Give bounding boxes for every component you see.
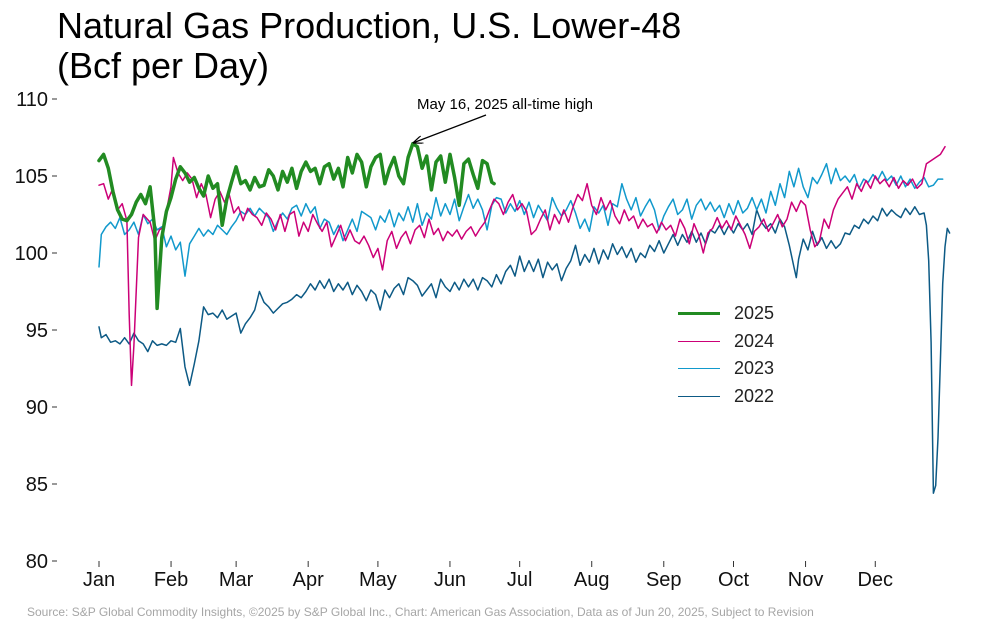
legend-swatch-2025 (678, 312, 720, 316)
series-line-2025 (97, 141, 496, 311)
x-tick-label-may: May (359, 569, 397, 591)
legend-label-2025: 2025 (734, 303, 775, 324)
legend-item-2024: 2024 (678, 328, 774, 356)
y-tick-label-110: 110 (16, 89, 48, 111)
y-tick-label-80: 80 (26, 551, 48, 573)
legend-swatch-2023 (678, 368, 720, 370)
series-line-2024 (98, 145, 946, 387)
x-tick-label-jun: Jun (434, 569, 466, 591)
x-axis: Jan Feb Mar Apr May Jun Jul Aug Sep Oct Nov Dec (83, 561, 893, 591)
legend-label-2022: 2022 (734, 385, 775, 406)
x-tick-label-nov: Nov (788, 569, 824, 591)
x-tick-label-apr: Apr (293, 569, 324, 591)
annotation-label: May 16, 2025 all-time high (417, 96, 593, 113)
chart-title: Natural Gas Production, U.S. Lower-48 (B… (57, 6, 681, 86)
series-layer (97, 141, 951, 494)
x-tick-label-jul: Jul (507, 569, 533, 591)
series-line-2023 (98, 162, 944, 277)
x-tick-label-feb: Feb (154, 569, 188, 591)
y-tick-label-95: 95 (26, 320, 48, 342)
y-tick-label-85: 85 (26, 474, 48, 496)
y-tick-label-105: 105 (15, 166, 48, 188)
x-tick-label-jan: Jan (83, 569, 115, 591)
series-line-2022 (98, 206, 951, 494)
legend: 2025 2024 2023 2022 (678, 300, 774, 410)
x-tick-label-oct: Oct (718, 569, 750, 591)
annotation: May 16, 2025 all-time high (414, 96, 593, 143)
x-tick-label-sep: Sep (646, 569, 682, 591)
legend-label-2024: 2024 (734, 330, 775, 351)
x-tick-label-mar: Mar (219, 569, 254, 591)
chart-title-line-1: Natural Gas Production, U.S. Lower-48 (57, 5, 682, 46)
x-tick-label-aug: Aug (574, 569, 610, 591)
legend-swatch-2024 (678, 340, 720, 342)
legend-swatch-2022 (678, 395, 720, 397)
y-axis: 80 85 90 95 100 105 110 (15, 89, 57, 573)
legend-label-2023: 2023 (734, 358, 775, 379)
y-tick-label-100: 100 (15, 243, 48, 265)
legend-item-2025: 2025 (678, 300, 774, 328)
x-tick-label-dec: Dec (857, 569, 893, 591)
legend-item-2022: 2022 (678, 383, 774, 411)
y-tick-label-90: 90 (26, 397, 48, 419)
annotation-arrow (414, 114, 487, 143)
source-note: Source: S&P Global Commodity Insights, ©… (27, 605, 814, 619)
legend-item-2023: 2023 (678, 355, 774, 383)
chart-title-line-2: (Bcf per Day) (57, 45, 270, 86)
